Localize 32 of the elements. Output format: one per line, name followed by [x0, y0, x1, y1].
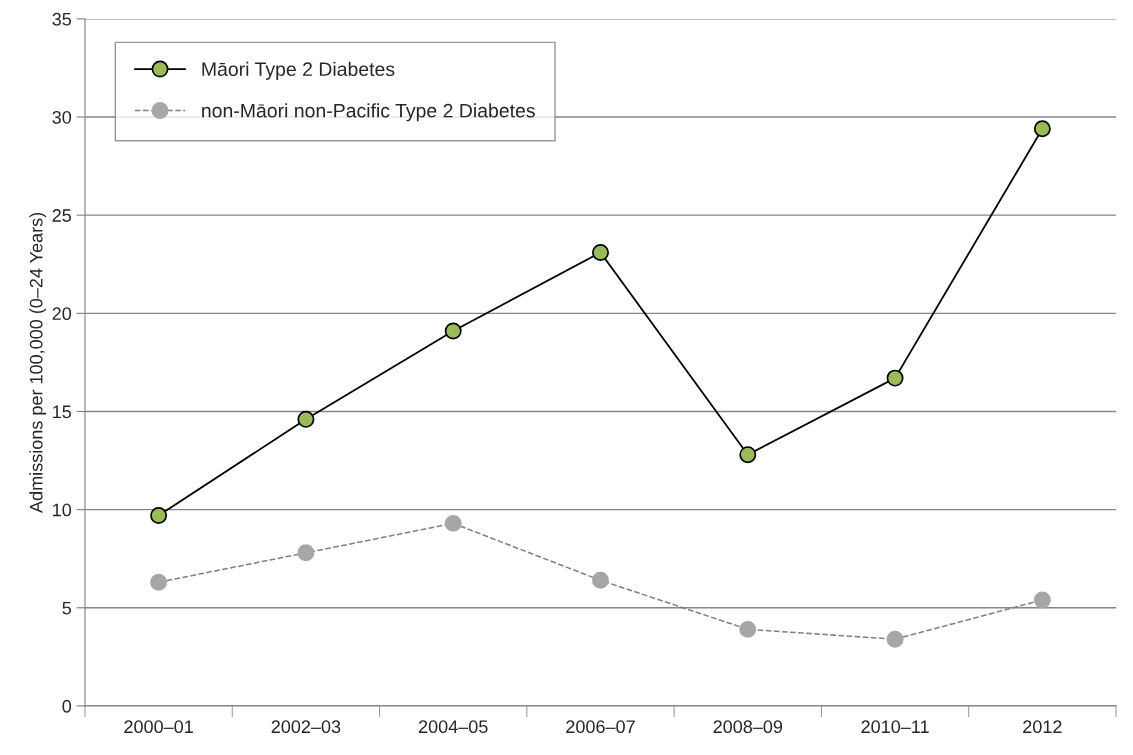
y-tick-label: 20 [52, 307, 72, 321]
legend-label: non-Māori non-Pacific Type 2 Diabetes [202, 103, 535, 122]
y-tick-label: 5 [62, 601, 72, 615]
point [444, 514, 462, 532]
x-tick-label: 2004–05 [418, 720, 488, 734]
point [297, 410, 315, 428]
point [444, 322, 462, 340]
point [592, 243, 609, 261]
y-tick-label: 0 [62, 699, 72, 713]
x-tick-label: 2002–03 [271, 720, 341, 734]
point [150, 573, 168, 591]
point [1033, 120, 1051, 138]
y-tick-label: 15 [53, 405, 72, 419]
x-tick-label: 2000–01 [124, 720, 193, 734]
y-tick-label: 35 [52, 12, 72, 26]
point [886, 369, 904, 387]
point [739, 620, 757, 638]
y-tick-label: 10 [53, 503, 72, 517]
point [150, 507, 168, 524]
x-tick-label: 2010–11 [861, 720, 929, 734]
point [739, 446, 757, 464]
legend-label: Māori Type 2 Diabetes [202, 61, 395, 80]
point [1033, 591, 1051, 609]
x-tick-label: 2008–09 [713, 720, 783, 734]
y-tick-label: 30 [52, 110, 72, 124]
x-tick-label: 2012 [1023, 720, 1062, 734]
y-tick-label: 25 [52, 209, 72, 222]
point [592, 571, 609, 589]
point [886, 630, 904, 648]
x-tick-label: 2006–07 [566, 720, 635, 734]
point [297, 544, 315, 562]
y-axis-title: Admissions per 100,000 (0–24 Years) [29, 212, 47, 513]
